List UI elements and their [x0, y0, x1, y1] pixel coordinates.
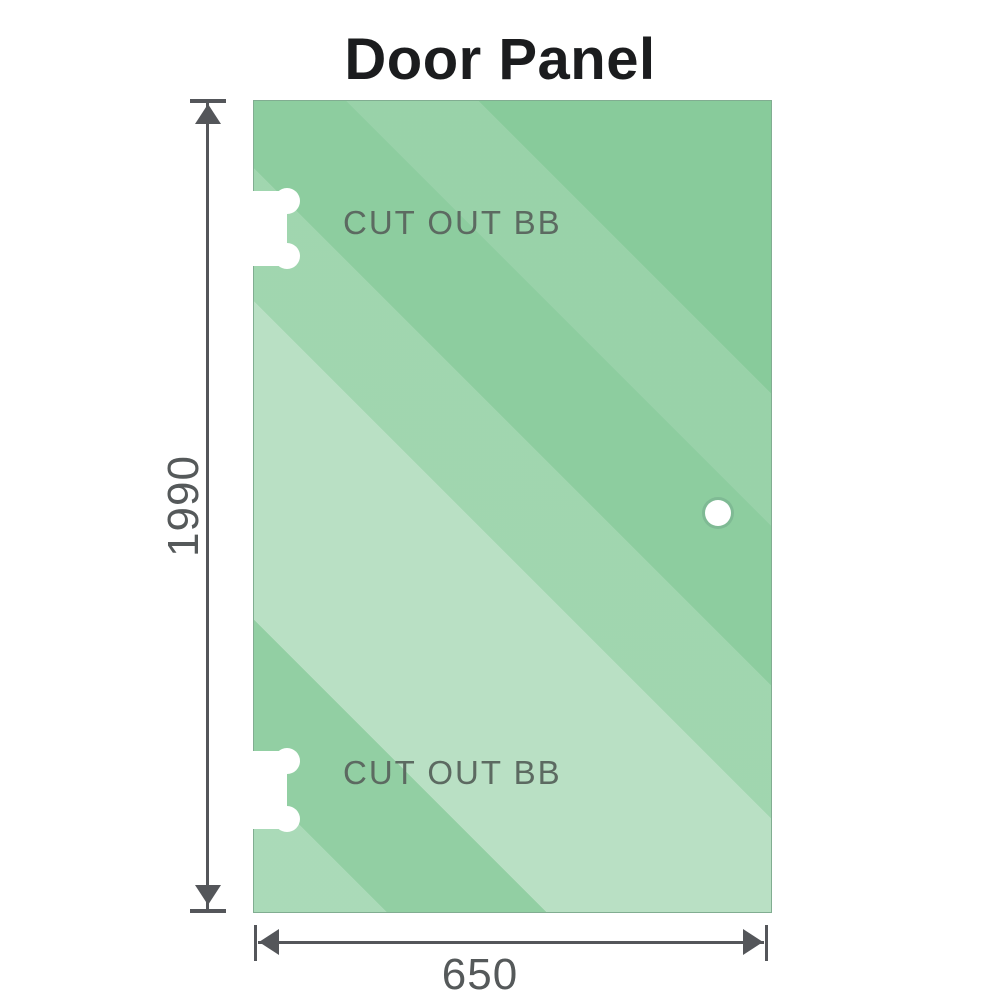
dimension-tick-right: [765, 925, 768, 961]
dimension-line-horizontal: [258, 941, 764, 944]
arrow-up-icon: [195, 104, 221, 124]
hinge-cutout-top: [253, 188, 300, 269]
dimension-cap-top: [190, 99, 226, 103]
arrow-right-icon: [743, 929, 763, 955]
width-dimension-label: 650: [441, 950, 519, 999]
cutout-top-label: CUT OUT BB: [343, 204, 562, 241]
arrow-down-icon: [195, 885, 221, 905]
arrow-left-icon: [259, 929, 279, 955]
dimension-cap-bottom: [190, 909, 226, 913]
handle-hole: [705, 500, 731, 526]
hinge-cutout-bottom: [253, 748, 300, 832]
cutout-body: [253, 751, 287, 829]
glass-panel: CUT OUT BB CUT OUT BB: [253, 100, 772, 913]
cutout-bottom-label: CUT OUT BB: [343, 754, 562, 791]
dimension-line-vertical: [206, 103, 209, 909]
page-title: Door Panel: [344, 27, 656, 92]
cutout-body: [253, 191, 287, 266]
dimension-tick-left: [254, 925, 257, 961]
glass-reflection-stripes: [254, 101, 771, 912]
